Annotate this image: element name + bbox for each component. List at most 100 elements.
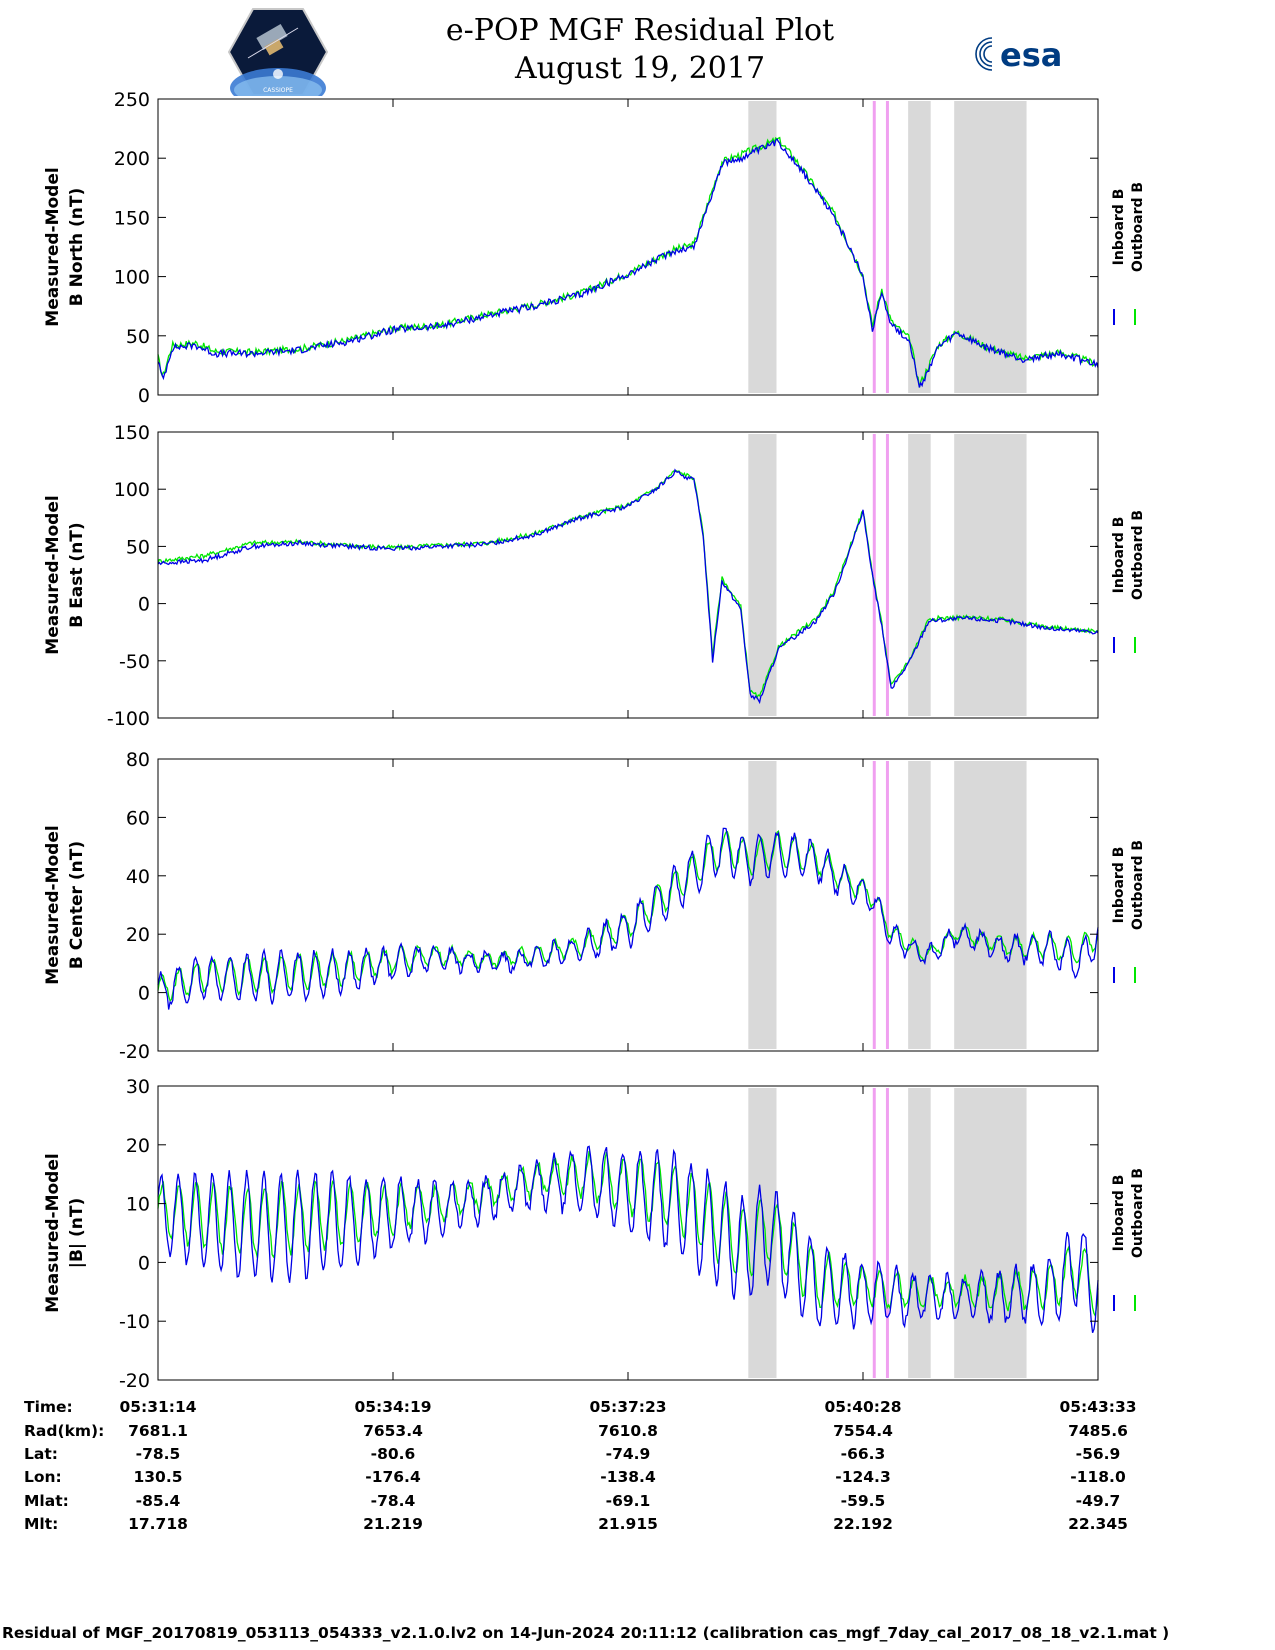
legend-label: Outboard B: [1130, 1168, 1146, 1258]
y-tick-label: 40: [126, 866, 150, 888]
ephemeris-value: -59.5: [841, 1492, 886, 1510]
ephemeris-value: 7681.1: [128, 1422, 188, 1440]
y-tick-label: 10: [126, 1194, 150, 1216]
y-tick-label: 0: [138, 385, 150, 407]
ephemeris-value: -49.7: [1076, 1492, 1121, 1510]
esa-logo: esa: [975, 36, 1062, 74]
shaded-interval-1: [748, 434, 777, 716]
ephemeris-row-label: Time:: [24, 1398, 73, 1416]
series-inboard-b: [157, 468, 1099, 705]
ephemeris-value: 05:37:23: [589, 1398, 666, 1416]
legend-label: Outboard B: [1130, 182, 1146, 272]
ephemeris-row-label: Lon:: [24, 1468, 62, 1486]
legend-label: Inboard B: [1111, 847, 1127, 924]
series-outboard-b: [157, 1150, 1099, 1319]
y-axis-label: Measured-Model |B| (nT): [43, 1153, 87, 1312]
series-inboard-b: [157, 1145, 1099, 1334]
ephemeris-value: 21.915: [598, 1515, 658, 1533]
legend: Inboard B Outboard B: [1111, 1168, 1146, 1311]
panel-1: 0 50 100 150 200 250 Measured-Model B North (nT…: [43, 89, 1146, 407]
series-inboard-b: [157, 138, 1099, 388]
legend: Inboard B Outboard B: [1111, 182, 1146, 325]
ephemeris-value: 05:40:28: [824, 1398, 901, 1416]
y-tick-label: 30: [126, 1076, 150, 1098]
ephemeris-value: 17.718: [128, 1515, 188, 1533]
y-tick-label: -20: [119, 1041, 150, 1063]
plot-title: e-POP MGF Residual Plot August 19, 2017: [360, 12, 920, 88]
y-tick-label: 60: [126, 807, 150, 829]
y-tick-label: 20: [126, 1135, 150, 1157]
legend-label: Inboard B: [1111, 517, 1127, 594]
shaded-interval-1: [748, 761, 777, 1049]
y-tick-label: 50: [126, 326, 150, 348]
y-tick-label: 200: [114, 148, 150, 170]
y-tick-label: -10: [119, 1311, 150, 1333]
shaded-interval-3: [954, 761, 1027, 1049]
ephemeris-value: -74.9: [606, 1445, 651, 1463]
ephemeris-row-label: Rad(km):: [24, 1422, 104, 1440]
legend-label: Inboard B: [1111, 189, 1127, 266]
ephemeris-value: 7610.8: [598, 1422, 658, 1440]
svg-text:CASSIOPE: CASSIOPE: [263, 87, 293, 94]
ephemeris-value: -80.6: [371, 1445, 416, 1463]
ephemeris-value: 05:31:14: [119, 1398, 196, 1416]
ephemeris-row-label: Lat:: [24, 1445, 58, 1463]
ephemeris-value: -56.9: [1076, 1445, 1121, 1463]
ephemeris-value: -78.5: [136, 1445, 181, 1463]
ephemeris-table: Time: Rad(km): Lat: Lon: Mlat: Mlt: 05:31:14 76…: [24, 1398, 1137, 1533]
title-line-1: e-POP MGF Residual Plot: [445, 13, 835, 48]
legend: Inboard B Outboard B: [1111, 510, 1146, 653]
y-tick-label: 20: [126, 924, 150, 946]
legend-label: Outboard B: [1130, 510, 1146, 600]
ephemeris-value: 7485.6: [1068, 1422, 1128, 1440]
y-tick-label: -20: [119, 1370, 150, 1392]
shaded-interval-3: [954, 1088, 1027, 1378]
shaded-interval-2: [908, 761, 931, 1049]
series-inboard-b: [157, 827, 1099, 1010]
y-tick-label: 0: [138, 594, 150, 616]
legend-label: Outboard B: [1130, 840, 1146, 930]
ephemeris-row-label: Mlt:: [24, 1515, 58, 1533]
y-axis-label: Measured-Model B Center (nT): [43, 825, 87, 984]
ephemeris-value: -118.0: [1070, 1468, 1126, 1486]
y-tick-label: 50: [126, 536, 150, 558]
svg-text:esa: esa: [1000, 36, 1062, 74]
y-tick-label: 100: [114, 267, 150, 289]
shaded-interval-2: [908, 101, 931, 393]
ephemeris-value: -78.4: [371, 1492, 416, 1510]
ephemeris-value: -85.4: [136, 1492, 181, 1510]
ephemeris-value: 05:43:33: [1059, 1398, 1136, 1416]
shaded-interval-2: [908, 434, 931, 716]
panel-4: -20 -10 0 10 20 30 Measured-Model |B| (nT) Inboa…: [43, 1076, 1146, 1392]
y-tick-label: 0: [138, 1252, 150, 1274]
ephemeris-value: 7653.4: [363, 1422, 423, 1440]
ephemeris-value: 21.219: [363, 1515, 423, 1533]
ephemeris-value: -138.4: [600, 1468, 656, 1486]
y-tick-label: 100: [114, 479, 150, 501]
ephemeris-value: -124.3: [835, 1468, 890, 1486]
y-tick-label: 150: [114, 422, 150, 444]
title-line-2: August 19, 2017: [514, 51, 766, 86]
y-tick-label: -50: [119, 651, 150, 673]
ephemeris-value: -69.1: [606, 1492, 651, 1510]
y-axis-label: Measured-Model B East (nT): [43, 495, 87, 654]
ephemeris-value: 05:34:19: [354, 1398, 431, 1416]
legend-label: Inboard B: [1111, 1175, 1127, 1252]
ephemeris-value: -176.4: [365, 1468, 421, 1486]
y-tick-label: 80: [126, 749, 150, 771]
ephemeris-value: -66.3: [841, 1445, 886, 1463]
footer-caption: Residual of MGF_20170819_053113_054333_v…: [2, 1624, 1170, 1642]
ephemeris-value: 130.5: [133, 1468, 182, 1486]
y-tick-label: -100: [107, 708, 150, 730]
ephemeris-value: 22.192: [833, 1515, 893, 1533]
ephemeris-row-label: Mlat:: [24, 1492, 69, 1510]
panel-2: -100 -50 0 50 100 150 Measured-Model B East (nT…: [43, 422, 1146, 730]
legend: Inboard B Outboard B: [1111, 840, 1146, 983]
shaded-interval-3: [954, 434, 1027, 716]
ephemeris-value: 7554.4: [833, 1422, 893, 1440]
y-tick-label: 250: [114, 89, 150, 111]
y-tick-label: 0: [138, 983, 150, 1005]
y-tick-label: 150: [114, 207, 150, 229]
panel-3: -20 0 20 40 60 80 Measured-Model B Center (nT) I…: [43, 749, 1146, 1063]
